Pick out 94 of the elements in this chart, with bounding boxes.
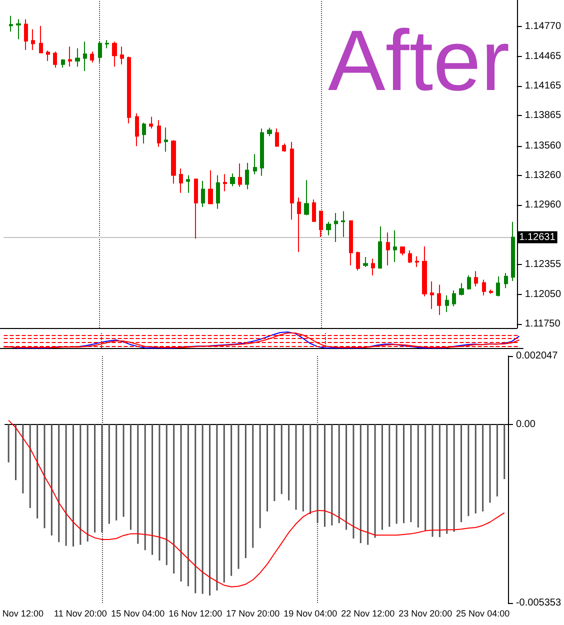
candlestick bbox=[363, 256, 368, 268]
candlestick bbox=[445, 294, 449, 313]
candlestick bbox=[341, 210, 345, 238]
candlestick bbox=[98, 41, 102, 64]
y-tick-label: 0.00 bbox=[516, 418, 536, 430]
candlestick bbox=[422, 246, 427, 297]
candlestick bbox=[135, 112, 139, 147]
candlestick bbox=[400, 246, 405, 256]
candlestick bbox=[297, 197, 301, 253]
x-tick-label: 23 Nov 20:00 bbox=[398, 608, 452, 618]
candlestick bbox=[408, 250, 412, 264]
candlestick bbox=[83, 41, 87, 72]
x-tick-label: 25 Nov 04:00 bbox=[456, 608, 510, 618]
candlestick bbox=[230, 173, 235, 187]
candlestick bbox=[349, 220, 353, 266]
y-tick-label: 1.12050 bbox=[524, 289, 562, 300]
candlestick bbox=[208, 170, 213, 205]
candlestick bbox=[53, 51, 57, 68]
candlestick bbox=[253, 154, 257, 175]
candlestick bbox=[504, 272, 508, 289]
candlestick bbox=[371, 258, 375, 276]
candlestick bbox=[90, 51, 94, 63]
candlestick bbox=[245, 162, 249, 190]
x-tick-label: Nov 12:00 bbox=[2, 608, 44, 618]
candlestick bbox=[179, 168, 183, 194]
candlestick bbox=[290, 141, 294, 220]
y-tick-label: 1.11750 bbox=[524, 318, 561, 330]
x-tick-label: 17 Nov 20:00 bbox=[226, 608, 280, 618]
candlestick bbox=[24, 18, 28, 50]
candlestick bbox=[430, 280, 434, 310]
candlestick bbox=[46, 50, 50, 62]
candlestick bbox=[186, 174, 190, 194]
candlestick bbox=[378, 226, 382, 270]
candlestick bbox=[282, 143, 286, 152]
candlestick bbox=[149, 116, 153, 129]
x-tick-label: 16 Nov 12:00 bbox=[168, 608, 222, 618]
candlestick bbox=[489, 289, 493, 294]
candlestick bbox=[386, 232, 390, 266]
candlestick bbox=[326, 221, 331, 236]
candlestick bbox=[112, 41, 117, 68]
candlestick bbox=[223, 174, 227, 192]
y-tick-label: 1.12355 bbox=[524, 258, 562, 270]
candlestick bbox=[393, 230, 397, 263]
y-tick-label: 1.14465 bbox=[524, 51, 562, 62]
candlestick bbox=[267, 127, 272, 137]
candlestick bbox=[452, 290, 456, 307]
candlestick bbox=[142, 122, 146, 144]
y-tick-label: -0.005353 bbox=[516, 598, 562, 608]
candlestick bbox=[61, 58, 65, 68]
candlestick bbox=[356, 251, 360, 271]
y-tick-label: 1.14165 bbox=[524, 80, 562, 92]
candlestick bbox=[319, 210, 323, 238]
candlestick bbox=[459, 282, 464, 296]
line-series bbox=[8, 420, 505, 588]
candlestick bbox=[474, 270, 478, 287]
y-tick-label: 1.12960 bbox=[524, 199, 562, 210]
candlestick bbox=[164, 126, 168, 152]
candlestick bbox=[482, 279, 486, 296]
candlestick bbox=[511, 221, 515, 282]
candlestick bbox=[275, 128, 279, 148]
candlestick bbox=[31, 28, 35, 50]
candlestick bbox=[312, 199, 316, 222]
x-tick-label: 22 Nov 12:00 bbox=[341, 608, 395, 618]
candlestick bbox=[334, 212, 338, 243]
candlestick bbox=[496, 276, 500, 297]
candlestick bbox=[16, 18, 21, 40]
candlestick bbox=[120, 46, 124, 65]
candlestick bbox=[194, 178, 198, 240]
candlestick bbox=[437, 284, 441, 316]
y-tick-label: 1.13260 bbox=[524, 170, 562, 181]
candlestick bbox=[467, 274, 471, 290]
x-tick-label: 15 Nov 04:00 bbox=[111, 608, 165, 618]
candlestick bbox=[9, 15, 13, 32]
candlestick bbox=[201, 180, 205, 208]
annotation: After bbox=[328, 13, 510, 109]
candlestick bbox=[260, 128, 264, 176]
y-tick-label: 0.002047 bbox=[516, 350, 558, 362]
candlestick bbox=[216, 174, 220, 210]
candlestick bbox=[68, 46, 72, 68]
ref-line-label: 1.12631 bbox=[519, 232, 556, 243]
y-tick-label: 1.13560 bbox=[524, 140, 562, 152]
candlestick bbox=[415, 256, 419, 268]
x-tick-label: 19 Nov 04:00 bbox=[284, 608, 338, 618]
candlestick bbox=[39, 25, 43, 54]
candlestick bbox=[238, 163, 242, 188]
x-tick-label: 11 Nov 20:00 bbox=[54, 608, 107, 618]
candlestick bbox=[127, 56, 131, 124]
candlestick bbox=[171, 140, 176, 184]
candlestick bbox=[157, 120, 161, 148]
candlestick bbox=[75, 48, 80, 68]
y-tick-label: 1.13865 bbox=[524, 110, 562, 122]
candlestick bbox=[105, 39, 109, 49]
y-tick-label: 1.14770 bbox=[524, 21, 562, 32]
candlestick bbox=[304, 180, 309, 216]
